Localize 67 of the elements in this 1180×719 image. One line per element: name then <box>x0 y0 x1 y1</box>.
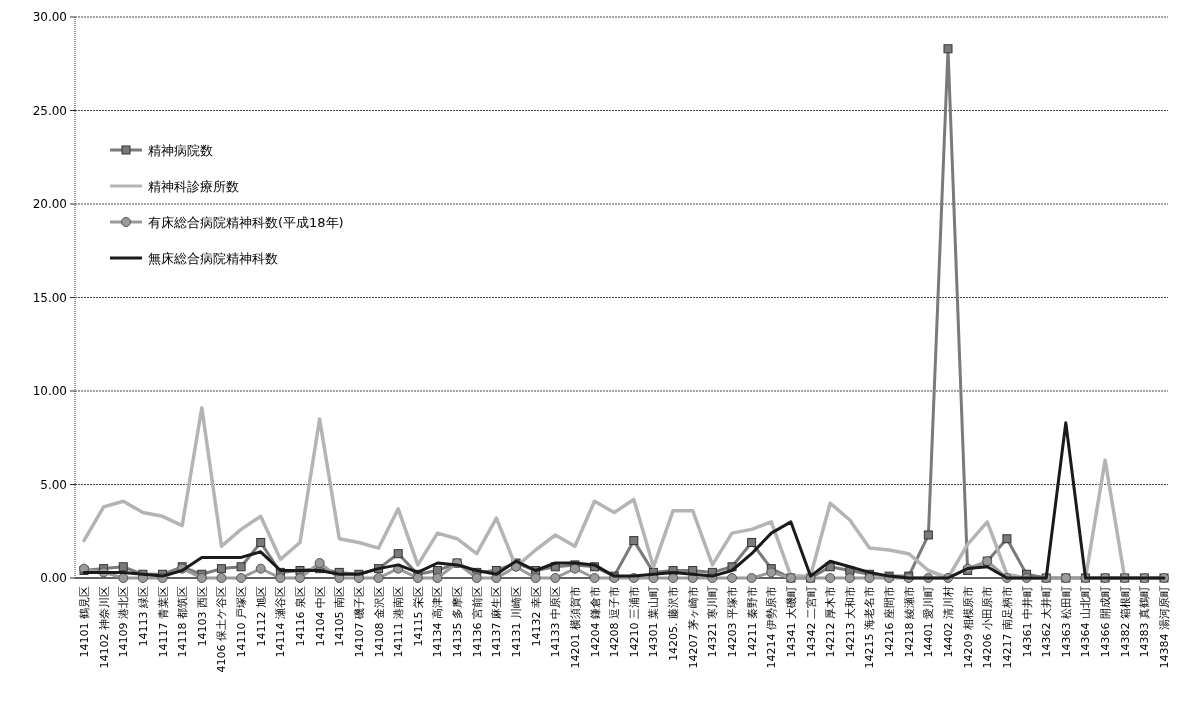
y-tick-label: 10.00 <box>32 384 67 398</box>
y-tick-label: 20.00 <box>32 197 67 211</box>
x-tick-label: 14218 綾瀬市 <box>902 586 916 658</box>
x-tick-label: 14401 愛川町 <box>922 586 936 658</box>
y-tick-label: 25.00 <box>32 103 67 118</box>
x-tick-label: 14133 中原区 <box>549 586 563 658</box>
x-tick-label: 14108 金沢区 <box>372 586 386 658</box>
x-tick-label: 14114 瀬谷区 <box>274 586 288 658</box>
x-tick-label: 14205. 藤沢市 <box>667 586 681 661</box>
x-tick-label: 14118 都筑区 <box>176 586 190 658</box>
legend-label: 無床総合病院精神科数 <box>148 251 278 266</box>
x-tick-label: 14382 箱根町 <box>1118 586 1132 658</box>
x-tick-label: 14101 鶴見区 <box>78 586 91 658</box>
x-tick-label: 14321 寒川町 <box>706 586 720 658</box>
x-tick-label: 14107 磯子区 <box>352 586 366 658</box>
x-tick-label: 14363 松田町 <box>1059 586 1073 658</box>
x-tick-label: 14214 伊勢原市 <box>765 586 779 669</box>
y-tick-label: 0.00 <box>40 571 67 585</box>
y-tick-label: 30.00 <box>32 10 67 24</box>
x-tick-label: 14201 横須賀市 <box>568 586 582 669</box>
x-tick-label: 14132 幸区 <box>529 586 543 647</box>
x-tick-label: 14212 厚木市 <box>824 586 838 658</box>
x-tick-label: 14217 南足柄市 <box>1000 586 1014 669</box>
x-tick-label: 14102 神奈川区 <box>97 586 111 669</box>
x-tick-label: 14402 清川村 <box>942 586 955 658</box>
x-tick-label: 4106 保土ケ谷区 <box>215 586 229 673</box>
x-tick-label: 14112 旭区 <box>254 586 268 647</box>
x-tick-label: 14301 葉山町 <box>647 586 661 658</box>
x-tick-label: 14211 秦野市 <box>745 586 759 658</box>
x-tick-label: 14207 茅ヶ崎市 <box>686 586 700 669</box>
x-tick-label: 14116 泉区 <box>294 586 307 647</box>
x-tick-label: 14384 湯河原町 <box>1158 586 1171 669</box>
x-tick-label: 14208 逗子市 <box>608 586 622 658</box>
x-tick-label: 14342 二宮町 <box>804 586 818 658</box>
legend-label: 精神科診療所数 <box>148 179 239 194</box>
x-tick-label: 14383 真鶴町 <box>1138 586 1152 658</box>
x-tick-label: 14134 高津区 <box>431 586 445 658</box>
x-tick-label: 14115 栄区 <box>411 586 425 647</box>
x-tick-label: 14204 鎌倉市 <box>588 586 602 658</box>
x-tick-label: 14113 緑区 <box>136 586 150 647</box>
y-tick-label: 15.00 <box>32 290 67 305</box>
x-tick-label: 14216 座間市 <box>883 586 897 658</box>
x-tick-label: 14364 山北町 <box>1079 586 1093 658</box>
x-tick-label: 14215 海老名市 <box>863 586 877 669</box>
legend-label: 有床総合病院精神科数(平成18年) <box>148 215 344 230</box>
x-tick-label: 14361 中井町 <box>1020 586 1034 658</box>
x-tick-label: 14104 中区 <box>313 586 327 647</box>
x-tick-label: 14203 平塚市 <box>726 586 739 658</box>
x-tick-label: 14137 麻生区 <box>490 586 504 658</box>
x-tick-label: 14131 川崎区 <box>510 586 523 658</box>
x-tick-label: 14109 港北区 <box>117 586 131 658</box>
x-tick-label: 14105 南区 <box>333 586 347 647</box>
x-tick-label: 14135 多摩区 <box>451 586 465 658</box>
x-tick-label: 14206 小田原市 <box>981 586 995 669</box>
x-tick-label: 14366 開成町 <box>1099 586 1113 658</box>
x-tick-label: 14210 三浦市 <box>627 586 641 658</box>
x-tick-label: 14103 西区 <box>195 586 209 647</box>
x-tick-label: 14362 大井町 <box>1040 586 1054 658</box>
x-tick-label: 14341 大磯町 <box>784 586 798 658</box>
y-tick-label: 5.00 <box>40 477 67 492</box>
x-tick-label: 14111 港南区 <box>392 586 406 658</box>
x-tick-label: 14209 相模原市 <box>961 586 975 669</box>
x-tick-label: 14213 大和市 <box>843 586 857 658</box>
x-tick-label: 14110 戸塚区 <box>235 586 249 658</box>
x-tick-label: 14136 宮前区 <box>470 586 484 658</box>
legend-label: 精神病院数 <box>148 143 213 158</box>
x-tick-label: 14117 青葉区 <box>156 586 170 658</box>
